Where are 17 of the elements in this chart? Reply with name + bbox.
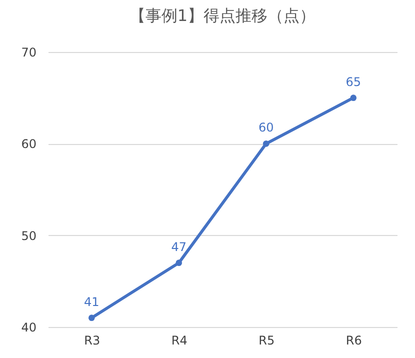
point: [262, 140, 270, 147]
y-tick-label: 60: [21, 137, 36, 152]
x-tick-label: R5: [258, 334, 275, 348]
point: [350, 94, 357, 101]
data-label: 41: [84, 294, 100, 309]
x-tick-label: R4: [171, 334, 188, 348]
y-tick-label: 40: [21, 320, 36, 334]
data-label: 47: [171, 240, 187, 254]
y-tick-label: 70: [21, 46, 36, 60]
data-label: 65: [346, 74, 362, 89]
point: [176, 260, 182, 266]
x-tick-label: R3: [84, 334, 100, 348]
y-tick-label: 50: [21, 228, 36, 243]
data-label: 60: [258, 120, 274, 135]
x-tick-label: R6: [346, 334, 362, 348]
point: [88, 314, 95, 321]
chart-title: 【事例1】得点推移（点）: [129, 6, 316, 25]
